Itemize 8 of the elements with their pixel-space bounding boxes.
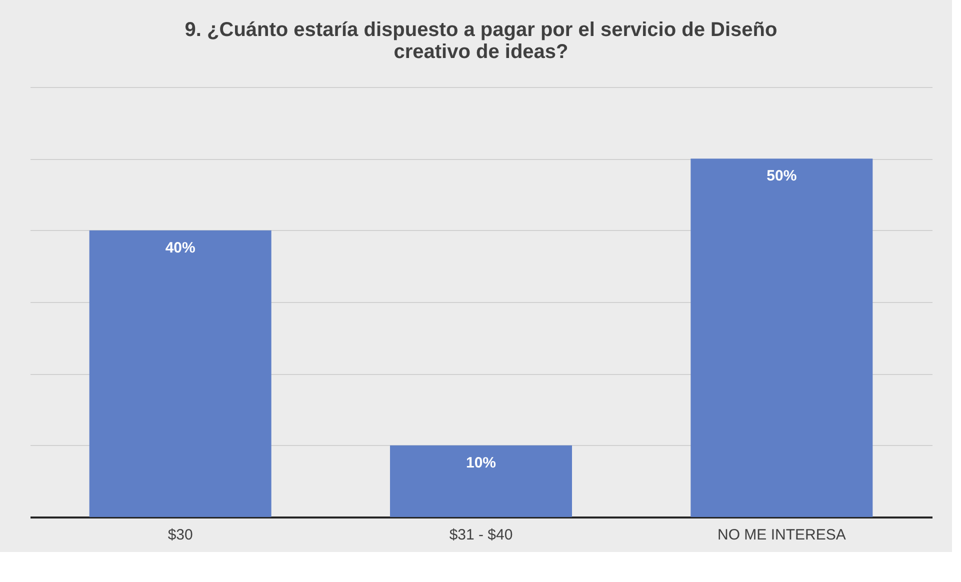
x-tick-label: $30 [168, 526, 193, 544]
data-label: 10% [466, 454, 496, 472]
data-label: 50% [766, 168, 797, 185]
text: 9. ¿Cuánto estaría dispuesto a pagar por el servicio de Diseño [184, 19, 778, 41]
x-tick-label: $31 - $40 [449, 526, 513, 544]
x-tick-label: NO ME INTERESA [717, 526, 846, 544]
text: creativo de ideas? [394, 41, 568, 63]
data-label: 40% [165, 239, 196, 256]
